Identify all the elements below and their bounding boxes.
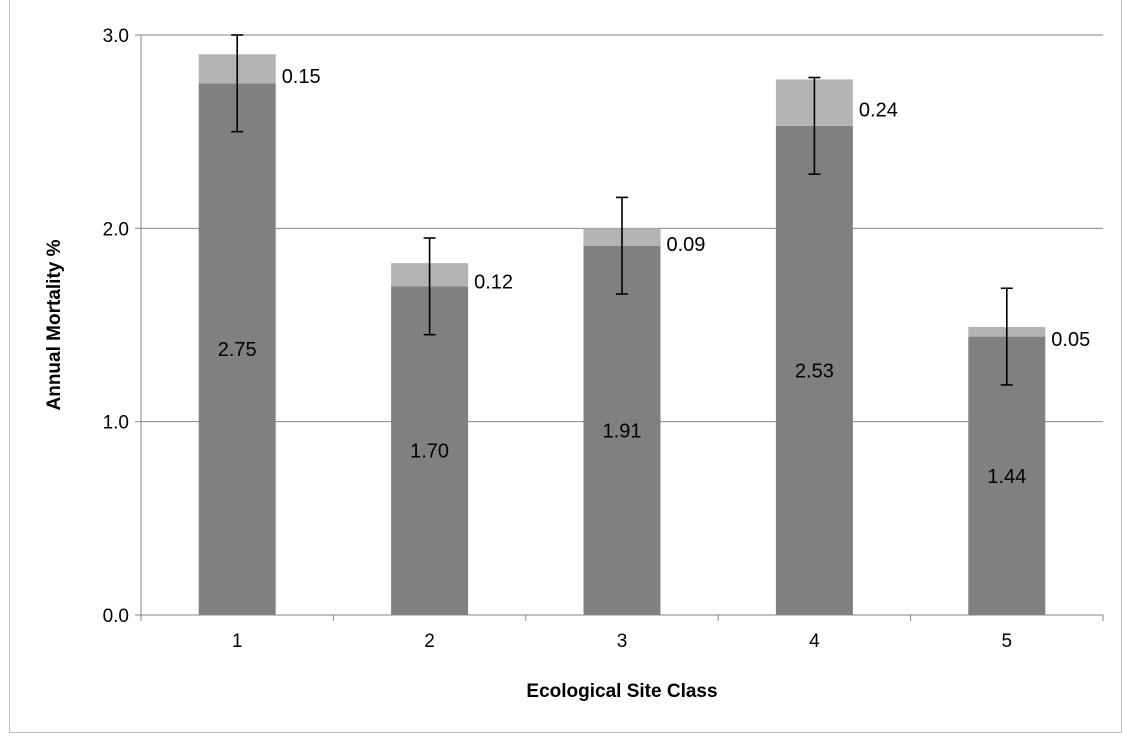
error-bars	[231, 34, 1013, 386]
axes	[135, 34, 1104, 621]
y-tick-label: 3.0	[103, 26, 129, 47]
bar-base-segment	[583, 245, 661, 615]
y-tick-label: 0.0	[103, 606, 129, 627]
bars	[198, 54, 1046, 616]
data-label-base: 1.44	[987, 466, 1026, 488]
tick-labels: 0.0 1.0 2.0 3.0 1 2 3 4 5	[103, 26, 1013, 652]
x-tick-label: 1	[232, 631, 243, 652]
data-label-base: 2.75	[218, 339, 257, 361]
data-label-top: 0.09	[667, 234, 706, 256]
bar-base-segment	[198, 83, 276, 616]
data-label-top: 0.24	[859, 100, 898, 122]
data-label-base: 2.53	[795, 360, 834, 382]
y-tick-label: 1.0	[103, 413, 129, 434]
x-tick-label: 3	[617, 631, 628, 652]
annual-mortality-chart: 0.01.02.03.01 2 3 4 5 2.750.151.700.121.910.…	[44, 26, 1104, 702]
data-label-top: 0.05	[1051, 329, 1090, 351]
data-label-base: 1.91	[603, 420, 642, 442]
x-tick-label: 4	[809, 631, 820, 652]
x-tick-label: 5	[1002, 631, 1013, 652]
data-labels: 2.75 0.15 1.70 0.12 1.91 0.09 2.53 0.24 1.44 0.05	[218, 66, 1091, 488]
x-tick-label: 2	[424, 631, 435, 652]
y-tick-label: 2.0	[103, 219, 129, 240]
bar-base-segment	[391, 286, 469, 615]
chart-frame: 0.0 1.0 2.0 3.0 1 2 3 4 5 2.75 0.15 1.70 0.12 1.91 0.…	[9, 0, 1122, 733]
y-axis-title: Annual Mortality %	[44, 239, 65, 410]
data-label-base: 1.70	[410, 441, 449, 463]
data-label-top: 0.12	[474, 272, 513, 294]
x-axis-title: Ecological Site Class	[526, 681, 717, 702]
bar-base-segment	[775, 125, 853, 615]
data-label-top: 0.15	[282, 66, 321, 88]
